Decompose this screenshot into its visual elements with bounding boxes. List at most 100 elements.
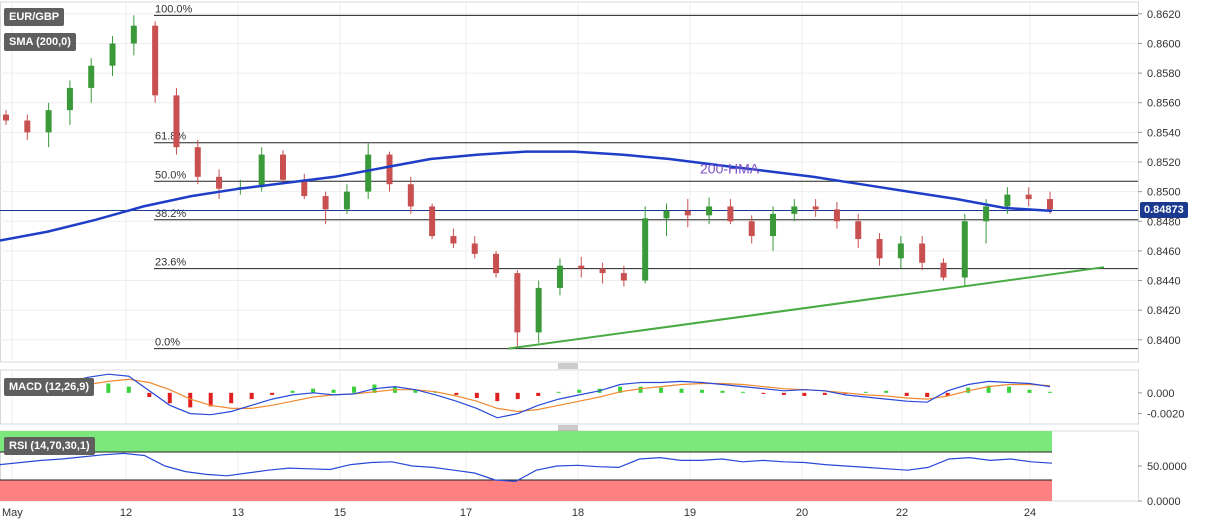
- candle-body: [748, 221, 755, 237]
- candle-body: [1047, 199, 1053, 210]
- macd-histogram-bar: [802, 392, 807, 396]
- date-tick-label: May: [2, 507, 23, 519]
- macd-histogram-bar: [352, 386, 356, 393]
- macd-histogram-bar: [700, 389, 704, 393]
- candle-body: [642, 218, 649, 281]
- macd-histogram-bar: [863, 391, 868, 393]
- price-tick-label: 0.8400: [1147, 335, 1181, 347]
- hma-label: 200-HMA: [700, 160, 760, 176]
- fib-level-label: 100.0%: [155, 3, 193, 15]
- macd-histogram-bar: [208, 392, 213, 407]
- price-tick-label: 0.8560: [1147, 98, 1181, 110]
- candle-body: [514, 273, 521, 333]
- candle-body: [770, 213, 777, 237]
- candle-body: [24, 120, 31, 133]
- rsi-tick-label: 50.0000: [1147, 461, 1187, 473]
- price-tick-label: 0.8460: [1147, 246, 1181, 258]
- macd-histogram-bar: [1007, 386, 1012, 393]
- macd-histogram-bar: [638, 386, 643, 393]
- candle-body: [493, 253, 500, 274]
- fib-level-label: 23.6%: [155, 257, 186, 269]
- candle-body: [812, 206, 819, 210]
- rsi-oversold-zone: [0, 480, 1052, 501]
- candle-body: [279, 154, 286, 180]
- macd-histogram-bar: [884, 390, 889, 393]
- candle-body: [66, 87, 73, 111]
- macd-histogram-bar: [1027, 389, 1032, 393]
- rsi-tick-label: 0.0000: [1147, 496, 1181, 508]
- macd-histogram-bar: [249, 392, 254, 400]
- date-tick-label: 15: [334, 507, 346, 519]
- macd-histogram-bar: [515, 392, 520, 400]
- macd-histogram-bar: [1048, 391, 1052, 393]
- price-tick-label: 0.8520: [1147, 157, 1181, 169]
- macd-badge[interactable]: MACD (12,26,9): [4, 378, 95, 396]
- macd-histogram-bar: [904, 392, 909, 396]
- macd-histogram-bar: [474, 392, 479, 399]
- macd-histogram-bar: [577, 389, 582, 393]
- rsi-badge[interactable]: RSI (14,70,30,1): [4, 437, 95, 455]
- rsi-line: [0, 452, 1053, 483]
- candle-body: [983, 206, 990, 222]
- macd-tick-label: -0.0020: [1147, 409, 1184, 421]
- macd-histogram-bar: [167, 392, 172, 404]
- candle-body: [322, 196, 329, 210]
- price-tick-label: 0.8500: [1147, 187, 1181, 199]
- candle-body: [706, 206, 713, 216]
- date-tick-label: 13: [232, 507, 244, 519]
- candle-body: [216, 176, 223, 189]
- macd-histogram-bar: [413, 389, 418, 393]
- candle-body: [386, 154, 393, 185]
- candle-body: [833, 209, 840, 222]
- support-trendline: [507, 266, 1105, 350]
- candle-body: [258, 154, 265, 188]
- candle-body: [45, 110, 52, 133]
- macd-panel-frame: [0, 369, 1139, 425]
- macd-histogram-bar: [659, 387, 664, 393]
- date-tick-label: 12: [120, 507, 132, 519]
- macd-histogram-bar: [495, 392, 500, 402]
- candle-body: [343, 191, 350, 210]
- candle-body: [876, 239, 883, 259]
- fib-level-label: 61.8%: [155, 131, 186, 143]
- macd-histogram-bar: [147, 392, 152, 397]
- candle-body: [365, 154, 372, 192]
- macd-histogram-bar: [229, 392, 234, 404]
- fib-level-label: 38.2%: [155, 208, 186, 220]
- candle-body: [3, 114, 9, 121]
- macd-histogram-bar: [618, 386, 623, 393]
- date-tick-label: 22: [896, 507, 908, 519]
- macd-histogram-bar: [761, 392, 766, 394]
- macd-histogram-bar: [925, 392, 930, 397]
- candle-body: [727, 206, 734, 222]
- candle-body: [301, 179, 308, 197]
- hma-200-line: [0, 150, 1053, 242]
- current-price-tag: 0.84873: [1140, 202, 1188, 218]
- sma-badge[interactable]: SMA (200,0): [4, 33, 76, 51]
- macd-histogram-bar: [740, 391, 745, 393]
- price-tick-label: 0.8620: [1147, 9, 1181, 21]
- date-tick-label: 18: [572, 507, 584, 519]
- candle-body: [919, 243, 926, 263]
- macd-tick-label: 0.000: [1147, 388, 1175, 400]
- candle-body: [855, 221, 862, 240]
- macd-histogram-bar: [986, 385, 991, 393]
- candle-body: [961, 221, 968, 278]
- price-tick-label: 0.8420: [1147, 305, 1181, 317]
- price-tick-label: 0.8580: [1147, 68, 1181, 80]
- macd-histogram-bar: [945, 392, 950, 396]
- macd-histogram-bar: [126, 386, 131, 393]
- pair-badge[interactable]: EUR/GBP: [4, 8, 65, 26]
- macd-histogram-bar: [106, 383, 111, 393]
- price-tick-label: 0.8480: [1147, 216, 1181, 228]
- macd-histogram-bar: [188, 392, 193, 408]
- candle-body: [599, 268, 606, 274]
- candle-body: [407, 184, 414, 207]
- macd-histogram-bar: [679, 388, 684, 393]
- candle-body: [1004, 194, 1011, 207]
- macd-signal-line: [5, 378, 1051, 413]
- date-tick-label: 24: [1024, 507, 1036, 519]
- macd-histogram-bar: [270, 392, 275, 395]
